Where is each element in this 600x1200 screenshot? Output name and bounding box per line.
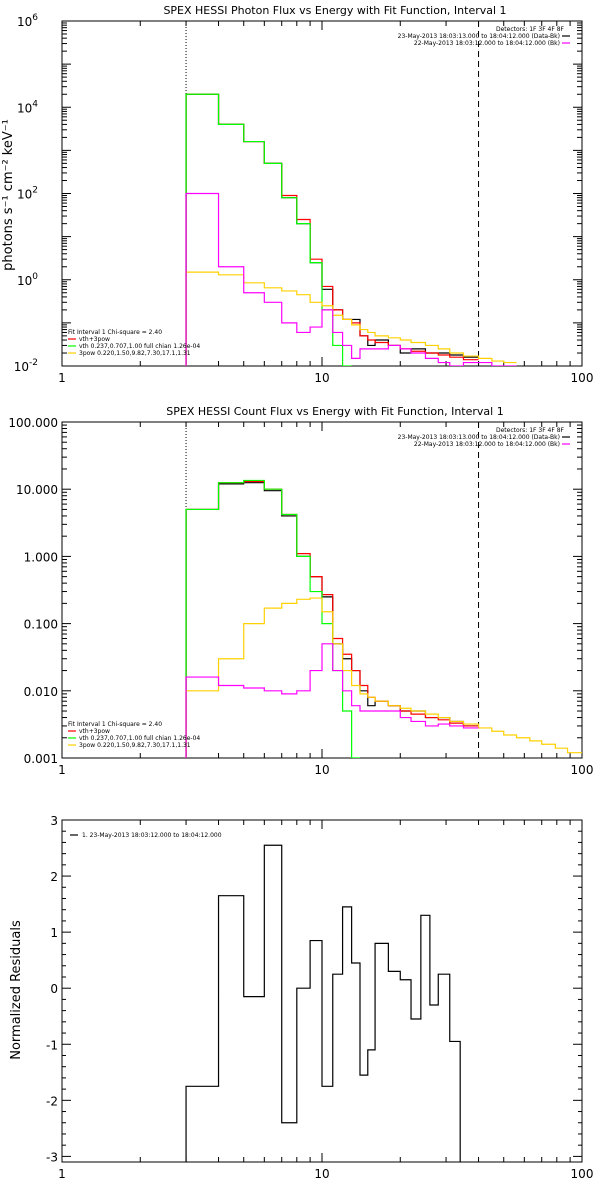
photon-legend-entry: 22-May-2013 18:03:12.000 to 18:04:12.000… — [414, 40, 560, 47]
photon-x-tick-label: 100 — [571, 371, 594, 385]
photon-y-tick-label: 106 — [17, 13, 38, 29]
count-y-tick-label: 0.010 — [24, 685, 58, 699]
photon-fit-legend-entry: vth+3pow — [79, 336, 110, 343]
resid-y-tick-label: -2 — [46, 1094, 58, 1108]
count-x-tick-label: 10 — [314, 763, 329, 777]
resid-series-1- — [185, 844, 461, 1162]
photon-fit-legend-header: Fit Interval 1 Chi-square = 2.40 — [68, 329, 162, 336]
count-chart-title: SPEX HESSI Count Flux vs Energy with Fit… — [166, 405, 503, 418]
photon-fit-legend-entry: 3pow 0.220,1.50,9.82,7.30,17.1,1.31 — [79, 350, 191, 357]
resid-x-tick-label: 1 — [58, 1167, 66, 1181]
photon-legend-header: Detectors: 1F 3F 4F 8F — [496, 26, 565, 33]
photon-legend-entry: 23-May-2013 18:03:13.000 to 18:04:12.000… — [398, 33, 560, 40]
count-fit-legend-header: Fit Interval 1 Chi-square = 2.40 — [68, 721, 162, 728]
count-y-tick-label: 100.000 — [8, 416, 58, 430]
resid-x-tick-label: 10 — [314, 1167, 329, 1181]
count-series-vth — [185, 479, 360, 758]
count-y-tick-label: 0.100 — [24, 618, 58, 632]
photon-series-vth — [185, 93, 352, 366]
count-y-tick-label: 10.000 — [16, 483, 58, 497]
photon-x-tick-label: 10 — [314, 371, 329, 385]
resid-y-tick-label: 2 — [50, 870, 58, 884]
photon-y-tick-label: 104 — [17, 99, 38, 115]
count-x-tick-label: 100 — [571, 763, 594, 777]
resid-y-tick-label: 0 — [50, 982, 58, 996]
resid-y-tick-label: 1 — [50, 926, 58, 940]
count-flux-panel: SPEX HESSI Count Flux vs Energy with Fit… — [8, 405, 593, 777]
photon-flux-panel: SPEX HESSI Photon Flux vs Energy with Fi… — [1, 4, 593, 385]
photon-x-tick-label: 1 — [58, 371, 66, 385]
count-fit-legend-entry: 3pow 0.220,1.50,9.82,7.30,17.1,1.31 — [79, 742, 191, 749]
count-x-tick-label: 1 — [58, 763, 66, 777]
count-legend-entry: 23-May-2013 18:03:13.000 to 18:04:12.000… — [398, 434, 560, 441]
photon-series-3pow — [185, 271, 517, 366]
photon-y-tick-label: 100 — [17, 272, 38, 288]
count-legend-entry: 22-May-2013 18:03:12.000 to 18:04:12.000… — [414, 441, 560, 448]
count-y-tick-label: 0.001 — [24, 752, 58, 766]
resid-y-tick-label: 3 — [50, 814, 58, 828]
count-fit-legend-entry: vth+3pow — [79, 728, 110, 735]
resid-x-tick-label: 100 — [571, 1167, 594, 1181]
residuals-y-axis-label: Normalized Residuals — [9, 920, 24, 1060]
photon-fit-legend-entry: vth 0.237,0.707,1.00 full chian 1.26e-04 — [79, 343, 200, 350]
count-legend-header: Detectors: 1F 3F 4F 8F — [496, 427, 565, 434]
photon-chart-title: SPEX HESSI Photon Flux vs Energy with Fi… — [163, 4, 506, 17]
photon-y-tick-label: 102 — [17, 186, 38, 202]
count-series-3pow — [185, 597, 582, 758]
count-y-tick-label: 1.000 — [24, 550, 58, 564]
photon-y-tick-label: 10-2 — [14, 358, 38, 374]
photon-series-22-may-2013 — [185, 192, 517, 366]
resid-y-tick-label: -1 — [46, 1038, 58, 1052]
count-series-22-may-2013 — [185, 643, 479, 758]
resid-y-tick-label: -3 — [46, 1150, 58, 1164]
residuals-panel: Normalized Residuals 1 10 100 -3 -2 -1 0 1 2 3 1. … — [9, 814, 593, 1181]
resid-legend-entry: 1. 23-May-2013 18:03:12.000 to 18:04:12.… — [82, 832, 222, 839]
photon-y-axis-label: photons s⁻¹ cm⁻² keV⁻¹ — [1, 119, 16, 271]
count-fit-legend-entry: vth 0.237,0.707,1.00 full chian 1.26e-04 — [79, 735, 200, 742]
